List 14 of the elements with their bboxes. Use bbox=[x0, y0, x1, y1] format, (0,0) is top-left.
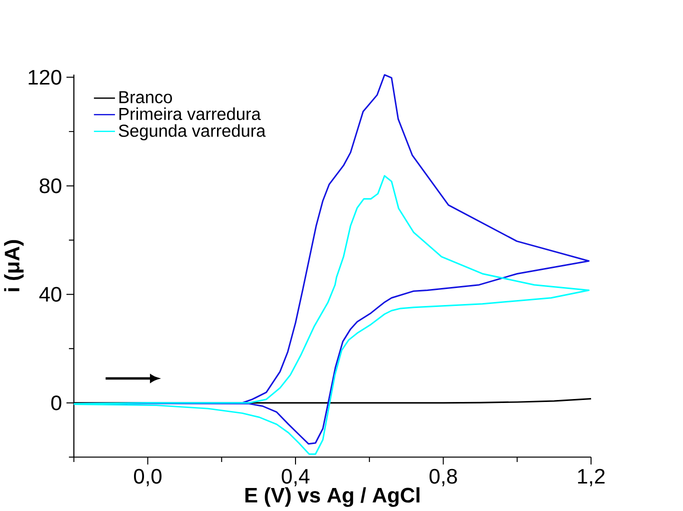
legend-label: Branco bbox=[119, 91, 172, 104]
y-tick-label: 120 bbox=[28, 70, 62, 85]
y-tick-label: 0 bbox=[51, 395, 62, 410]
x-axis-title: E (V) vs Ag / AgCl bbox=[245, 487, 420, 507]
legend-label: Primeira varredura bbox=[119, 107, 261, 120]
legend-label: Segunda varredura bbox=[118, 124, 266, 140]
x-tick-label: 1,2 bbox=[578, 468, 605, 486]
x-tick-label: 0,8 bbox=[430, 468, 457, 486]
y-tick-label: 80 bbox=[40, 178, 62, 194]
x-tick-label: 0,0 bbox=[134, 468, 162, 486]
line-series bbox=[73, 175, 590, 455]
y-tick-label: 40 bbox=[39, 286, 62, 302]
x-tick-label: 0,4 bbox=[282, 468, 310, 486]
y-axis-title: i (μA) bbox=[4, 240, 24, 292]
